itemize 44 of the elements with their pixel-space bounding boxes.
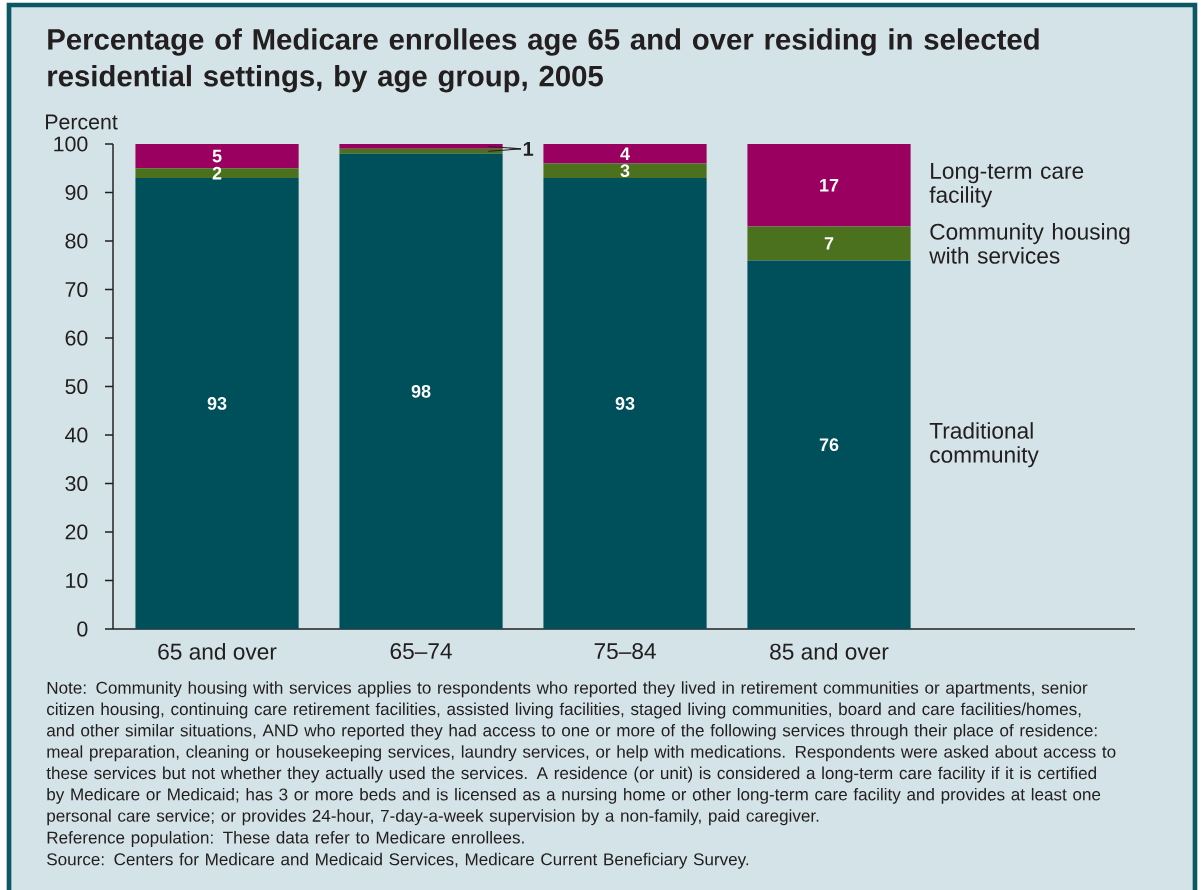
bar bbox=[339, 153, 503, 629]
y-tick-label: 60 bbox=[65, 330, 88, 346]
bar bbox=[747, 144, 911, 227]
text: Reference population: These data refer to Medicare enrollees. bbox=[47, 831, 524, 847]
data-label: 2 bbox=[212, 166, 222, 180]
y-tick-label: 50 bbox=[65, 378, 88, 395]
data-label: 93 bbox=[207, 397, 227, 410]
y-tick-label: 10 bbox=[66, 572, 88, 589]
x-tick-label: 65–74 bbox=[390, 643, 452, 660]
bar bbox=[135, 168, 299, 178]
data-label: 76 bbox=[819, 438, 839, 452]
bar bbox=[747, 226, 911, 261]
x-tick-label: 65 and over bbox=[158, 643, 277, 660]
data-label: 98 bbox=[411, 384, 431, 398]
data-label: 1 bbox=[523, 141, 534, 156]
bar bbox=[543, 163, 707, 178]
data-label: 4 bbox=[620, 147, 630, 160]
text: Note: Community housing with services applies to respondents who reported they lived in retirement communities or apartments, senior citizen housing, continuing care retirement facilities, assisted living facilities, staged living communities, board and care facilities/homes, and other similar situations, AND who reported they had access to one or more of the following services through their place of residence: meal preparation, cleaning or housekeeping services, laundry services, or help with medications. Respondents were asked about access to these services but not whether they actually used the services. A residence (or unit) is considered a long-term care facility if it is certified by Medicare or Medicaid; has 3 or more beds and is licensed as a nursing home or other long-term care facility and provides at least one personal care service; or provides 24-hour, 7-day-a-week supervision by a non-family, paid caregiver. bbox=[46, 681, 1116, 826]
y-tick-label: 80 bbox=[65, 233, 88, 249]
bar bbox=[543, 177, 707, 629]
bar bbox=[747, 260, 911, 629]
data-label: 17 bbox=[820, 179, 839, 192]
series-label: Traditional community bbox=[929, 422, 1039, 468]
bar bbox=[339, 148, 503, 154]
y-tick-label: 100 bbox=[54, 136, 88, 152]
source-note: Source: Centers for Medicare and Medicaid Services, Medicare Current Beneficiary Survey. bbox=[47, 852, 749, 869]
chart-title: Percentage of Medicare enrollees age 65 and over residing in selected residential settings, by age group, 2005 bbox=[48, 28, 1039, 93]
data-label: 7 bbox=[824, 237, 834, 250]
y-tick-label: 70 bbox=[65, 281, 88, 298]
y-tick-label: 20 bbox=[65, 524, 88, 540]
data-label: 5 bbox=[212, 149, 222, 163]
y-tick-label: 40 bbox=[65, 427, 88, 443]
y-tick-label: 90 bbox=[65, 184, 88, 201]
bar bbox=[339, 144, 503, 149]
series-label: Long-term care facility bbox=[929, 163, 1084, 208]
bar bbox=[543, 144, 707, 164]
series-label: Community housing with services bbox=[929, 223, 1130, 264]
x-tick-label: 85 and over bbox=[770, 643, 889, 660]
data-label: 3 bbox=[620, 164, 630, 178]
y-tick-label: 0 bbox=[77, 621, 88, 637]
y-axis-title: Percent bbox=[46, 114, 118, 130]
data-label: 93 bbox=[615, 397, 635, 410]
y-tick-label: 30 bbox=[65, 475, 88, 492]
x-tick-label: 75–84 bbox=[594, 643, 656, 660]
